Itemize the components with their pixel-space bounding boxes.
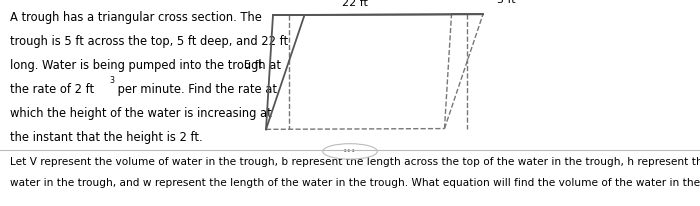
Ellipse shape bbox=[323, 144, 377, 159]
Text: the instant that the height is 2 ft.: the instant that the height is 2 ft. bbox=[10, 131, 203, 144]
Text: 5 ft: 5 ft bbox=[244, 60, 262, 70]
Text: 22 ft: 22 ft bbox=[342, 0, 368, 7]
Text: 3: 3 bbox=[110, 76, 115, 85]
Text: water in the trough, and w represent the length of the water in the trough. What: water in the trough, and w represent the… bbox=[10, 178, 700, 188]
Text: trough is 5 ft across the top, 5 ft deep, and 22 ft: trough is 5 ft across the top, 5 ft deep… bbox=[10, 35, 288, 48]
Text: which the height of the water is increasing at: which the height of the water is increas… bbox=[10, 107, 272, 120]
Text: A trough has a triangular cross section. The: A trough has a triangular cross section.… bbox=[10, 11, 262, 23]
Text: per minute. Find the rate at: per minute. Find the rate at bbox=[114, 83, 277, 96]
Text: •••: ••• bbox=[343, 147, 357, 156]
Text: 5 ft: 5 ft bbox=[497, 0, 516, 5]
Text: Let V represent the volume of water in the trough, b represent the length across: Let V represent the volume of water in t… bbox=[10, 157, 700, 167]
Text: long. Water is being pumped into the trough at: long. Water is being pumped into the tro… bbox=[10, 59, 281, 72]
Text: the rate of 2 ft: the rate of 2 ft bbox=[10, 83, 94, 96]
